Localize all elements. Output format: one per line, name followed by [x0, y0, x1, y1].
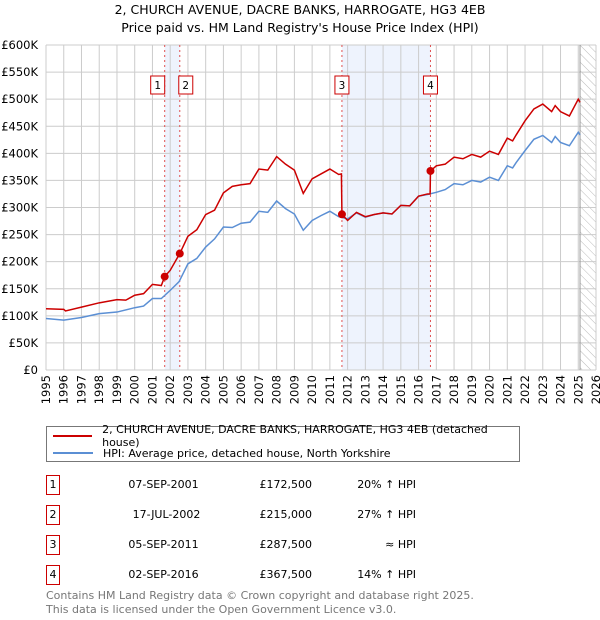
legend-label-hpi: HPI: Average price, detached house, Nort… — [103, 446, 391, 460]
transaction-date: 05-SEP-2011 — [128, 538, 199, 551]
y-tick-label: £500K — [1, 92, 38, 106]
x-tick-label: 2005 — [216, 375, 230, 404]
y-tick-label: £200K — [1, 255, 38, 269]
sale-label-box — [178, 75, 194, 95]
x-tick-label: 2015 — [394, 375, 408, 404]
hpi-line — [45, 130, 581, 321]
x-tick-label: 1999 — [110, 375, 124, 404]
transaction-price: £215,000 — [259, 508, 313, 521]
x-tick-label: 2020 — [483, 375, 497, 404]
chart-subtitle: Price paid vs. HM Land Registry's House … — [121, 20, 479, 35]
sale-point — [426, 166, 435, 175]
transaction-price: £287,500 — [259, 538, 313, 551]
footer-copyright: Contains HM Land Registry data © Crown c… — [46, 589, 474, 602]
transaction-hpi: 27% ↑ HPI — [357, 508, 416, 521]
y-tick-label: £300K — [1, 201, 38, 215]
transaction-row: 4 02-SEP-2016 £367,500 14% ↑ HPI — [46, 565, 446, 585]
sale-label: 3 — [339, 80, 346, 92]
sale-point — [175, 249, 184, 258]
sale-label: 4 — [427, 80, 434, 92]
y-tick-label: £50K — [9, 336, 39, 350]
sale-label: 2 — [182, 80, 189, 92]
transaction-date: 07-SEP-2001 — [128, 478, 199, 491]
sale-point — [160, 272, 169, 281]
x-tick-label: 2018 — [447, 375, 461, 404]
y-tick-label: £150K — [1, 282, 38, 296]
sale-label-box — [422, 75, 438, 95]
transaction-price: £172,500 — [259, 478, 313, 491]
transaction-row: 3 05-SEP-2011 £287,500 ≈ HPI — [46, 535, 446, 555]
transaction-price: £367,500 — [259, 568, 313, 581]
x-tick-label: 2019 — [465, 375, 479, 404]
transaction-number: 1 — [46, 475, 60, 495]
sale-label-box — [150, 75, 166, 95]
legend: 2, CHURCH AVENUE, DACRE BANKS, HARROGATE… — [46, 423, 520, 462]
transaction-date: 02-SEP-2016 — [128, 568, 199, 581]
transaction-hpi: 20% ↑ HPI — [357, 478, 416, 491]
x-tick-label: 2022 — [518, 375, 532, 404]
property-price-line — [45, 97, 581, 312]
x-tick-label: 2000 — [128, 375, 142, 404]
x-tick-label: 2017 — [429, 375, 443, 404]
legend-label-property: 2, CHURCH AVENUE, DACRE BANKS, HARROGATE… — [102, 423, 488, 449]
legend-item-hpi: HPI: Average price, detached house, Nort… — [53, 445, 391, 461]
x-tick-label: 2011 — [323, 375, 337, 404]
price-chart: 1995 1996 1997 1998 1999 2000 2001 2002 2003 2004… — [1, 38, 600, 404]
transaction-number: 4 — [46, 565, 60, 585]
x-tick-label: 1996 — [57, 375, 71, 404]
x-tick-label: 2007 — [252, 375, 266, 404]
x-tick-label: 2013 — [358, 375, 372, 404]
y-tick-label: £450K — [1, 119, 38, 133]
y-tick-label: £350K — [1, 173, 38, 187]
x-tick-label: 2006 — [234, 375, 248, 404]
x-tick-label: 2009 — [287, 375, 301, 404]
transaction-hpi: 14% ↑ HPI — [357, 568, 416, 581]
x-tick-label: 2023 — [536, 375, 550, 404]
x-tick-label: 2025 — [571, 375, 585, 404]
x-tick-label: 1998 — [92, 375, 106, 404]
x-tick-label: 2014 — [376, 375, 390, 404]
y-tick-label: £100K — [1, 309, 38, 323]
y-tick-label: £550K — [1, 65, 38, 79]
legend-swatch-hpi — [53, 452, 93, 454]
sale-label: 1 — [154, 80, 161, 92]
x-tick-label: 2001 — [145, 375, 159, 404]
x-tick-label: 1995 — [39, 375, 53, 404]
legend-swatch-property — [53, 435, 93, 437]
x-tick-label: 2021 — [500, 375, 514, 404]
x-tick-label: 2024 — [554, 375, 568, 404]
chart-title: 2, CHURCH AVENUE, DACRE BANKS, HARROGATE… — [114, 2, 486, 17]
transaction-date: 17-JUL-2002 — [132, 508, 201, 521]
legend-item-property: 2, CHURCH AVENUE, DACRE BANKS, HARROGATE… — [53, 423, 519, 449]
footer-licence: This data is licensed under the Open Gov… — [46, 603, 397, 616]
x-tick-label: 1997 — [74, 375, 88, 404]
x-tick-label: 2003 — [181, 375, 195, 404]
transaction-number: 3 — [46, 535, 60, 555]
sale-label-box — [334, 75, 350, 95]
transaction-row: 1 07-SEP-2001 £172,500 20% ↑ HPI — [46, 475, 446, 495]
x-tick-label: 2016 — [412, 375, 426, 404]
y-tick-label: £0 — [23, 363, 38, 377]
y-tick-label: £400K — [1, 146, 38, 160]
x-tick-label: 2012 — [341, 375, 355, 404]
x-tick-label: 2008 — [270, 375, 284, 404]
x-tick-label: 2004 — [199, 375, 213, 404]
transaction-number: 2 — [46, 505, 60, 525]
x-tick-label: 2002 — [163, 375, 177, 404]
transaction-row: 2 17-JUL-2002 £215,000 27% ↑ HPI — [46, 505, 446, 525]
y-tick-label: £600K — [1, 38, 38, 52]
transaction-hpi: ≈ HPI — [385, 538, 416, 551]
x-tick-label: 2026 — [589, 375, 600, 404]
sale-point — [337, 210, 346, 219]
y-tick-label: £250K — [1, 228, 38, 242]
x-tick-label: 2010 — [305, 375, 319, 404]
